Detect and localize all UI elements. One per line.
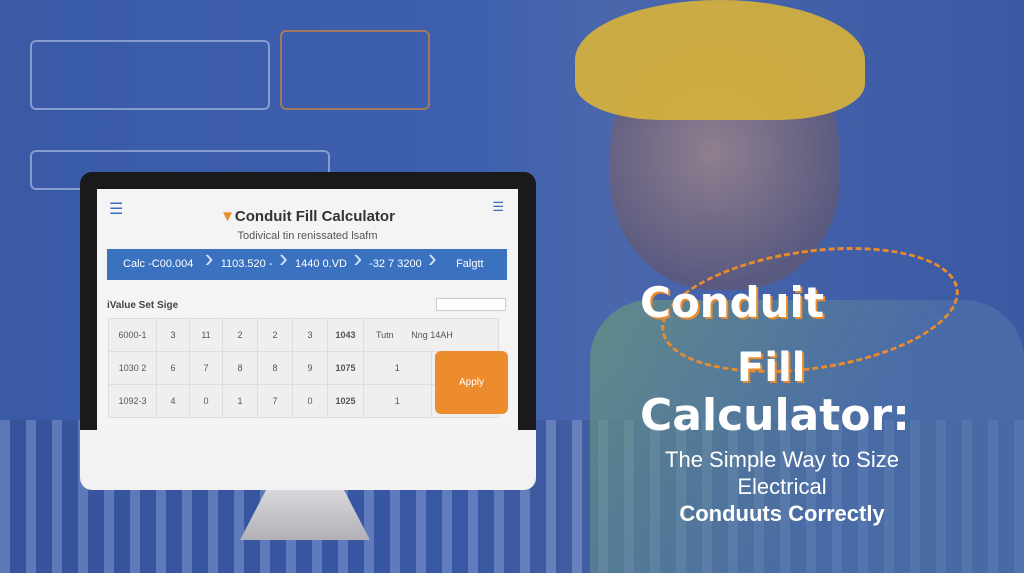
table-cell: 1030 2 bbox=[108, 351, 157, 385]
hard-hat bbox=[575, 0, 865, 120]
table-cell: 1 bbox=[363, 384, 432, 418]
step-item[interactable]: 1103.520 - bbox=[209, 253, 289, 270]
table-cell: 1 bbox=[222, 384, 258, 418]
table-cell: 3 bbox=[156, 318, 190, 352]
table-cell: 1 bbox=[363, 351, 432, 385]
apply-button[interactable]: Apply bbox=[435, 351, 508, 414]
headline-sub3: Conduuts Correctly bbox=[679, 501, 885, 526]
table-cell: 0 bbox=[189, 384, 223, 418]
table-cell: 2 bbox=[222, 318, 258, 352]
table-cell: 8 bbox=[257, 351, 293, 385]
table-cell: 7 bbox=[257, 384, 293, 418]
headline-line3: Calculator: bbox=[640, 390, 910, 441]
value-input[interactable] bbox=[436, 298, 506, 311]
table-cell: 1025 bbox=[327, 384, 364, 418]
monitor-chin bbox=[80, 430, 536, 490]
table-cell: 1043 bbox=[327, 318, 364, 352]
step-item[interactable]: Calc -C00.004 bbox=[107, 253, 214, 270]
table-cell: 2 bbox=[257, 318, 293, 352]
table-row: 6000-1 3 11 2 2 3 1043 Tutn Nng 14AH bbox=[108, 318, 499, 352]
logo-triangle-icon: ▼ bbox=[220, 208, 235, 225]
table-cell: 7 bbox=[189, 351, 223, 385]
hamburger-icon[interactable]: ☰ bbox=[492, 199, 504, 214]
headline-sub1: The Simple Way to Size bbox=[665, 447, 899, 472]
table-cell: 1092-3 bbox=[108, 384, 157, 418]
app-title-text: Conduit Fill Calculator bbox=[234, 208, 395, 225]
table-row: 1030 2 6 7 8 8 9 1075 1 1 bbox=[108, 351, 499, 385]
step-bar: Calc -C00.004 1103.520 - 1440 0.VD -32 7… bbox=[107, 249, 507, 280]
table-cell: 4 bbox=[156, 384, 190, 418]
section-label: iValue Set Sige bbox=[107, 300, 179, 311]
app-title: ▼Conduit Fill Calculator bbox=[97, 208, 518, 225]
step-item[interactable]: -32 7 3200 bbox=[358, 253, 437, 270]
step-item[interactable]: 1440 0.VD bbox=[284, 253, 363, 270]
table-cell: 0 bbox=[292, 384, 328, 418]
cell-text: Nng 14AH bbox=[411, 330, 453, 340]
blueprint-sketch bbox=[280, 30, 430, 110]
table-cell: 8 bbox=[222, 351, 258, 385]
calculator-app: ☰ ☰ ▼Conduit Fill Calculator Todivical t… bbox=[97, 189, 518, 430]
table-cell: 1075 bbox=[327, 351, 364, 385]
step-item[interactable]: Falgtt bbox=[456, 258, 484, 270]
hamburger-icon[interactable]: ☰ bbox=[109, 201, 124, 218]
headline-sub2: Electrical bbox=[737, 474, 827, 499]
cell-text: Tutn bbox=[376, 330, 394, 340]
headline-line1: Conduit bbox=[640, 278, 825, 327]
worker-vest bbox=[590, 300, 1024, 573]
app-subtitle: Todivical tin renissated lsafm bbox=[237, 230, 378, 242]
table-cell: 9 bbox=[292, 351, 328, 385]
table-cell: 6 bbox=[156, 351, 190, 385]
table-cell: 3 bbox=[292, 318, 328, 352]
headline-line2: Fill bbox=[737, 345, 806, 391]
table-cell: 6000-1 bbox=[108, 318, 157, 352]
table-cell: Tutn Nng 14AH bbox=[363, 318, 499, 352]
blueprint-sketch bbox=[30, 40, 270, 110]
table-cell: 11 bbox=[189, 318, 223, 352]
